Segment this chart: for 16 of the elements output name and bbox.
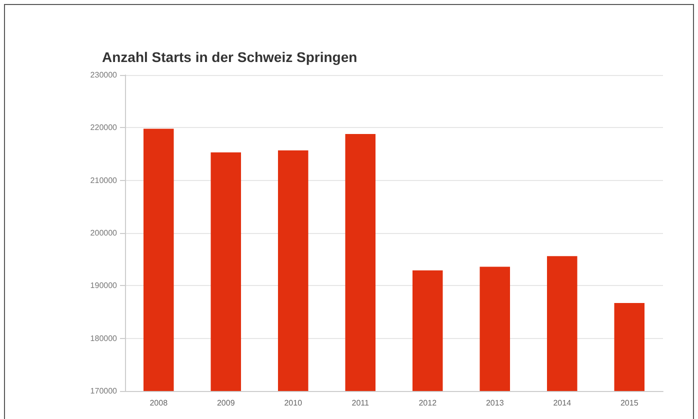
y-tick-label: 210000 — [90, 176, 118, 185]
x-tick-label: 2009 — [216, 398, 236, 408]
y-tick-label: 180000 — [90, 334, 118, 343]
x-tick-label: 2012 — [418, 398, 438, 408]
x-tick-label: 2014 — [553, 398, 572, 408]
x-tick-label: 2008 — [150, 398, 168, 408]
y-tick-label: 200000 — [90, 228, 118, 238]
x-tick-label: 2013 — [486, 398, 504, 408]
y-tick-label: 170000 — [90, 386, 118, 396]
x-tick-label: 2010 — [284, 398, 303, 408]
y-tick-label: 230000 — [90, 70, 118, 80]
y-tick-label: 220000 — [90, 123, 118, 132]
chart-title: Anzahl Starts in der Schweiz Springen — [102, 49, 358, 65]
x-tick-label: 2015 — [620, 398, 639, 408]
x-tick-label: 2011 — [352, 398, 370, 408]
y-tick-label: 190000 — [90, 281, 118, 290]
